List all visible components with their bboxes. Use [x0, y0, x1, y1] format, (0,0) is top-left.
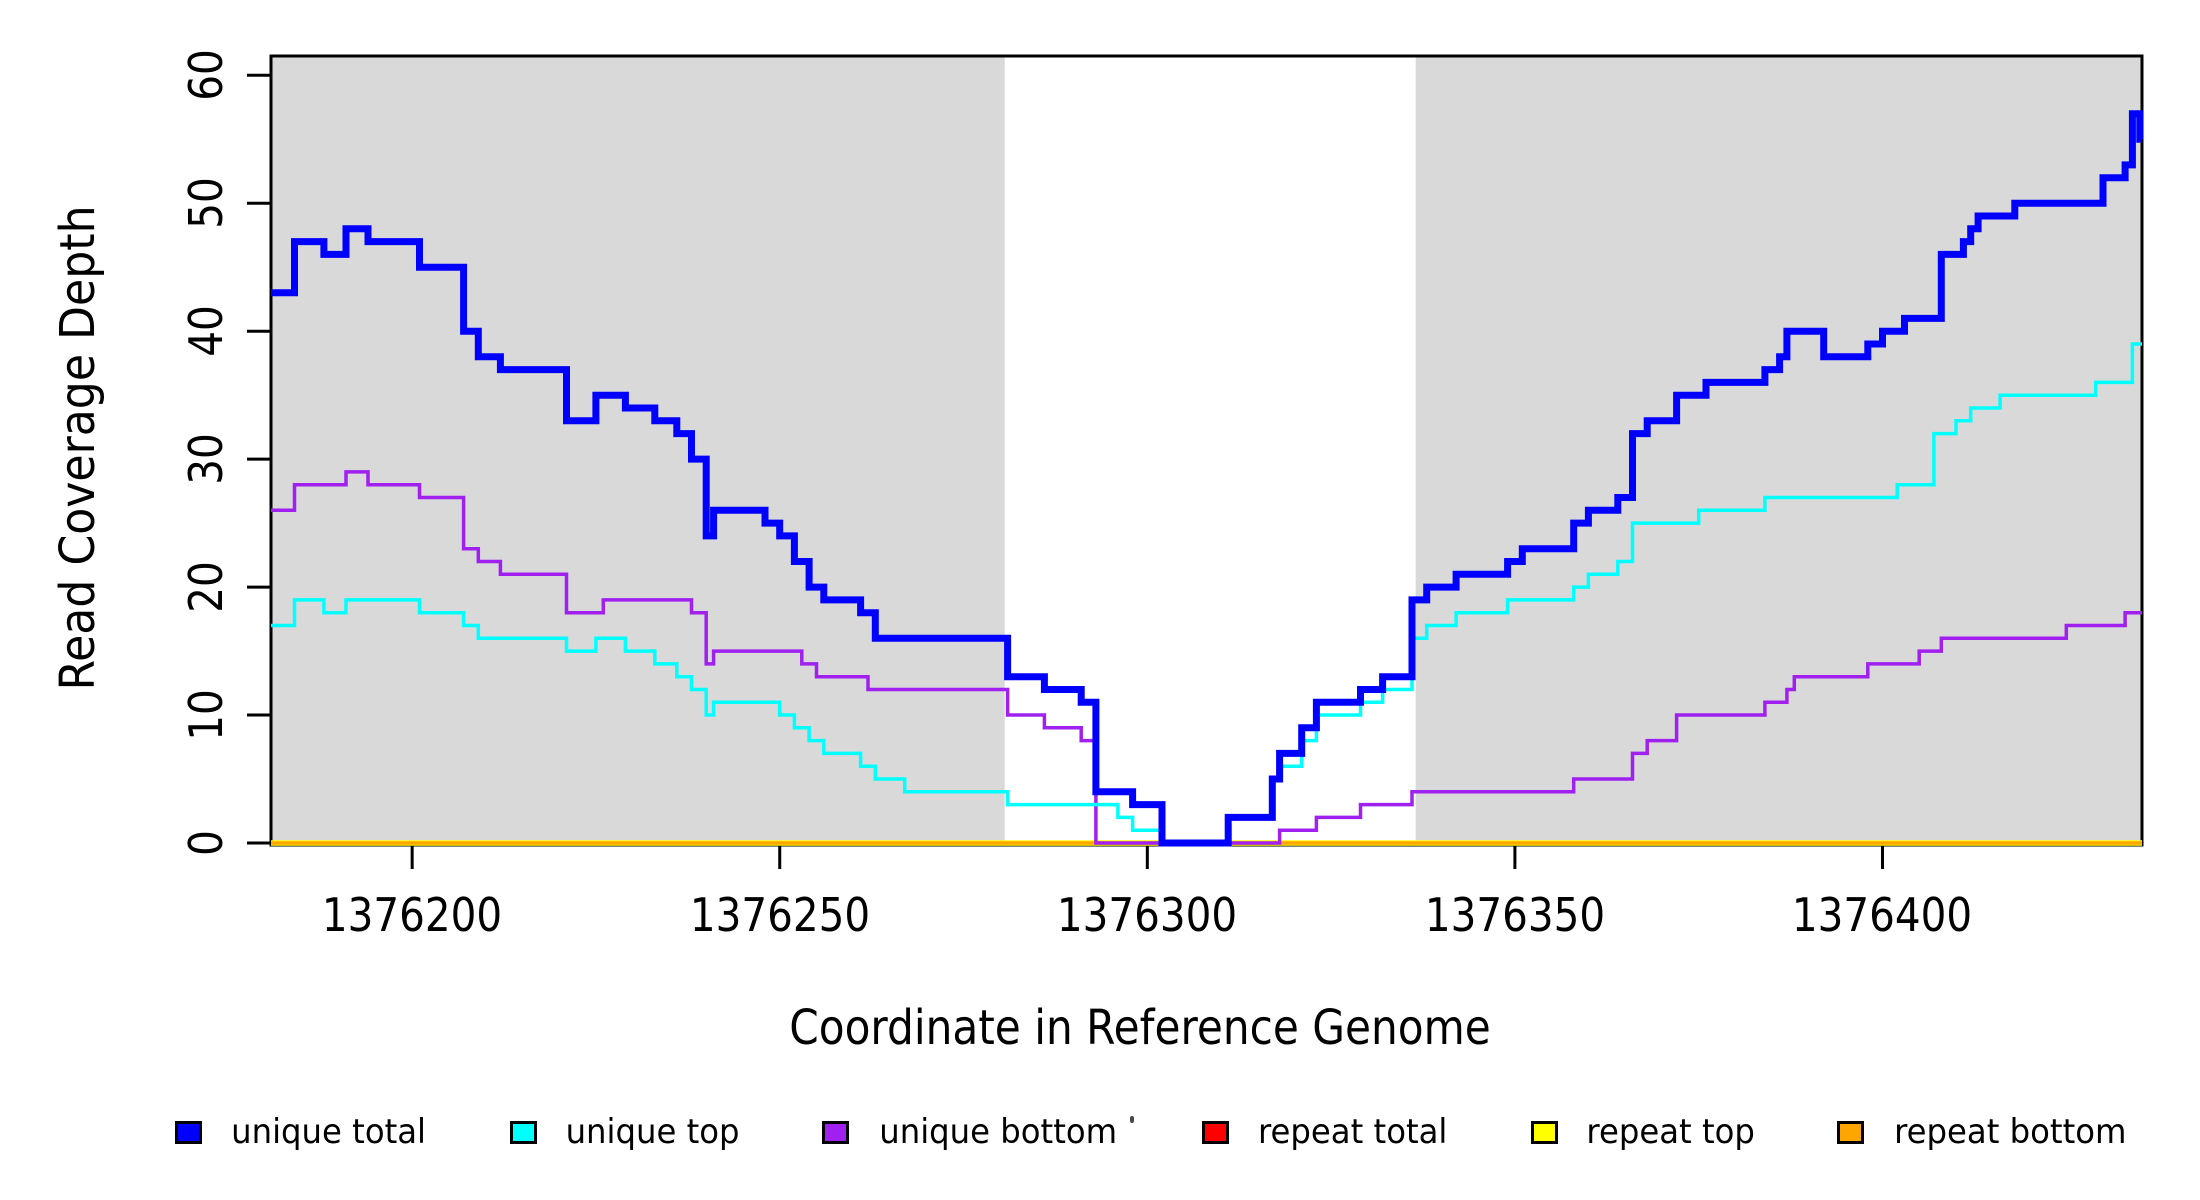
legend-item-unique-bottom: unique bottom	[822, 1112, 1123, 1152]
x-tick-label: 1376300	[1057, 888, 1238, 942]
y-tick-label: 50	[179, 177, 233, 230]
y-tick-label: 20	[179, 561, 233, 613]
chart-legend: unique total unique top unique bottom repea…	[175, 1112, 2133, 1152]
legend-label: repeat total	[1257, 1112, 1448, 1152]
legend-label: repeat bottom	[1894, 1112, 2127, 1152]
legend-label: unique total	[231, 1112, 427, 1152]
legend-swatch-icon	[822, 1120, 850, 1144]
y-tick-label: 30	[179, 433, 233, 485]
legend-label: unique bottom	[879, 1112, 1118, 1152]
x-tick-label: 1376250	[689, 888, 870, 942]
y-tick-label: 60	[179, 49, 233, 102]
legend-swatch-icon	[175, 1120, 202, 1144]
legend-item-unique-total: unique total	[175, 1112, 431, 1152]
legend-label: repeat top	[1586, 1112, 1755, 1152]
series-unique-total	[271, 110, 2144, 847]
shaded-region	[271, 56, 1005, 845]
x-tick-label: 1376200	[321, 888, 503, 942]
legend-item-unique-top: unique top	[509, 1112, 744, 1152]
legend-item-repeat-top: repeat top	[1530, 1112, 1759, 1152]
y-axis-title: Read Coverage Depth	[50, 205, 106, 691]
series-unique-bottom	[271, 470, 2142, 845]
legend-swatch-icon	[509, 1120, 537, 1144]
y-tick-label: 40	[179, 305, 233, 357]
legend-swatch-icon	[1201, 1120, 1229, 1144]
shaded-region	[1415, 56, 2142, 845]
legend-item-repeat-bottom: repeat bottom	[1837, 1112, 2133, 1152]
x-axis-title: Coordinate in Reference Genome	[789, 1000, 1491, 1056]
y-tick-label: 0	[179, 830, 233, 856]
x-tick-label: 1376350	[1424, 888, 1606, 942]
legend-item-repeat-total: repeat total	[1201, 1112, 1452, 1152]
stray-mark	[1130, 1116, 1134, 1123]
x-tick-label: 1376400	[1792, 888, 1973, 942]
legend-swatch-icon	[1530, 1120, 1558, 1144]
legend-swatch-icon	[1837, 1120, 1865, 1144]
y-tick-label: 10	[179, 689, 233, 741]
legend-label: unique top	[565, 1112, 740, 1152]
